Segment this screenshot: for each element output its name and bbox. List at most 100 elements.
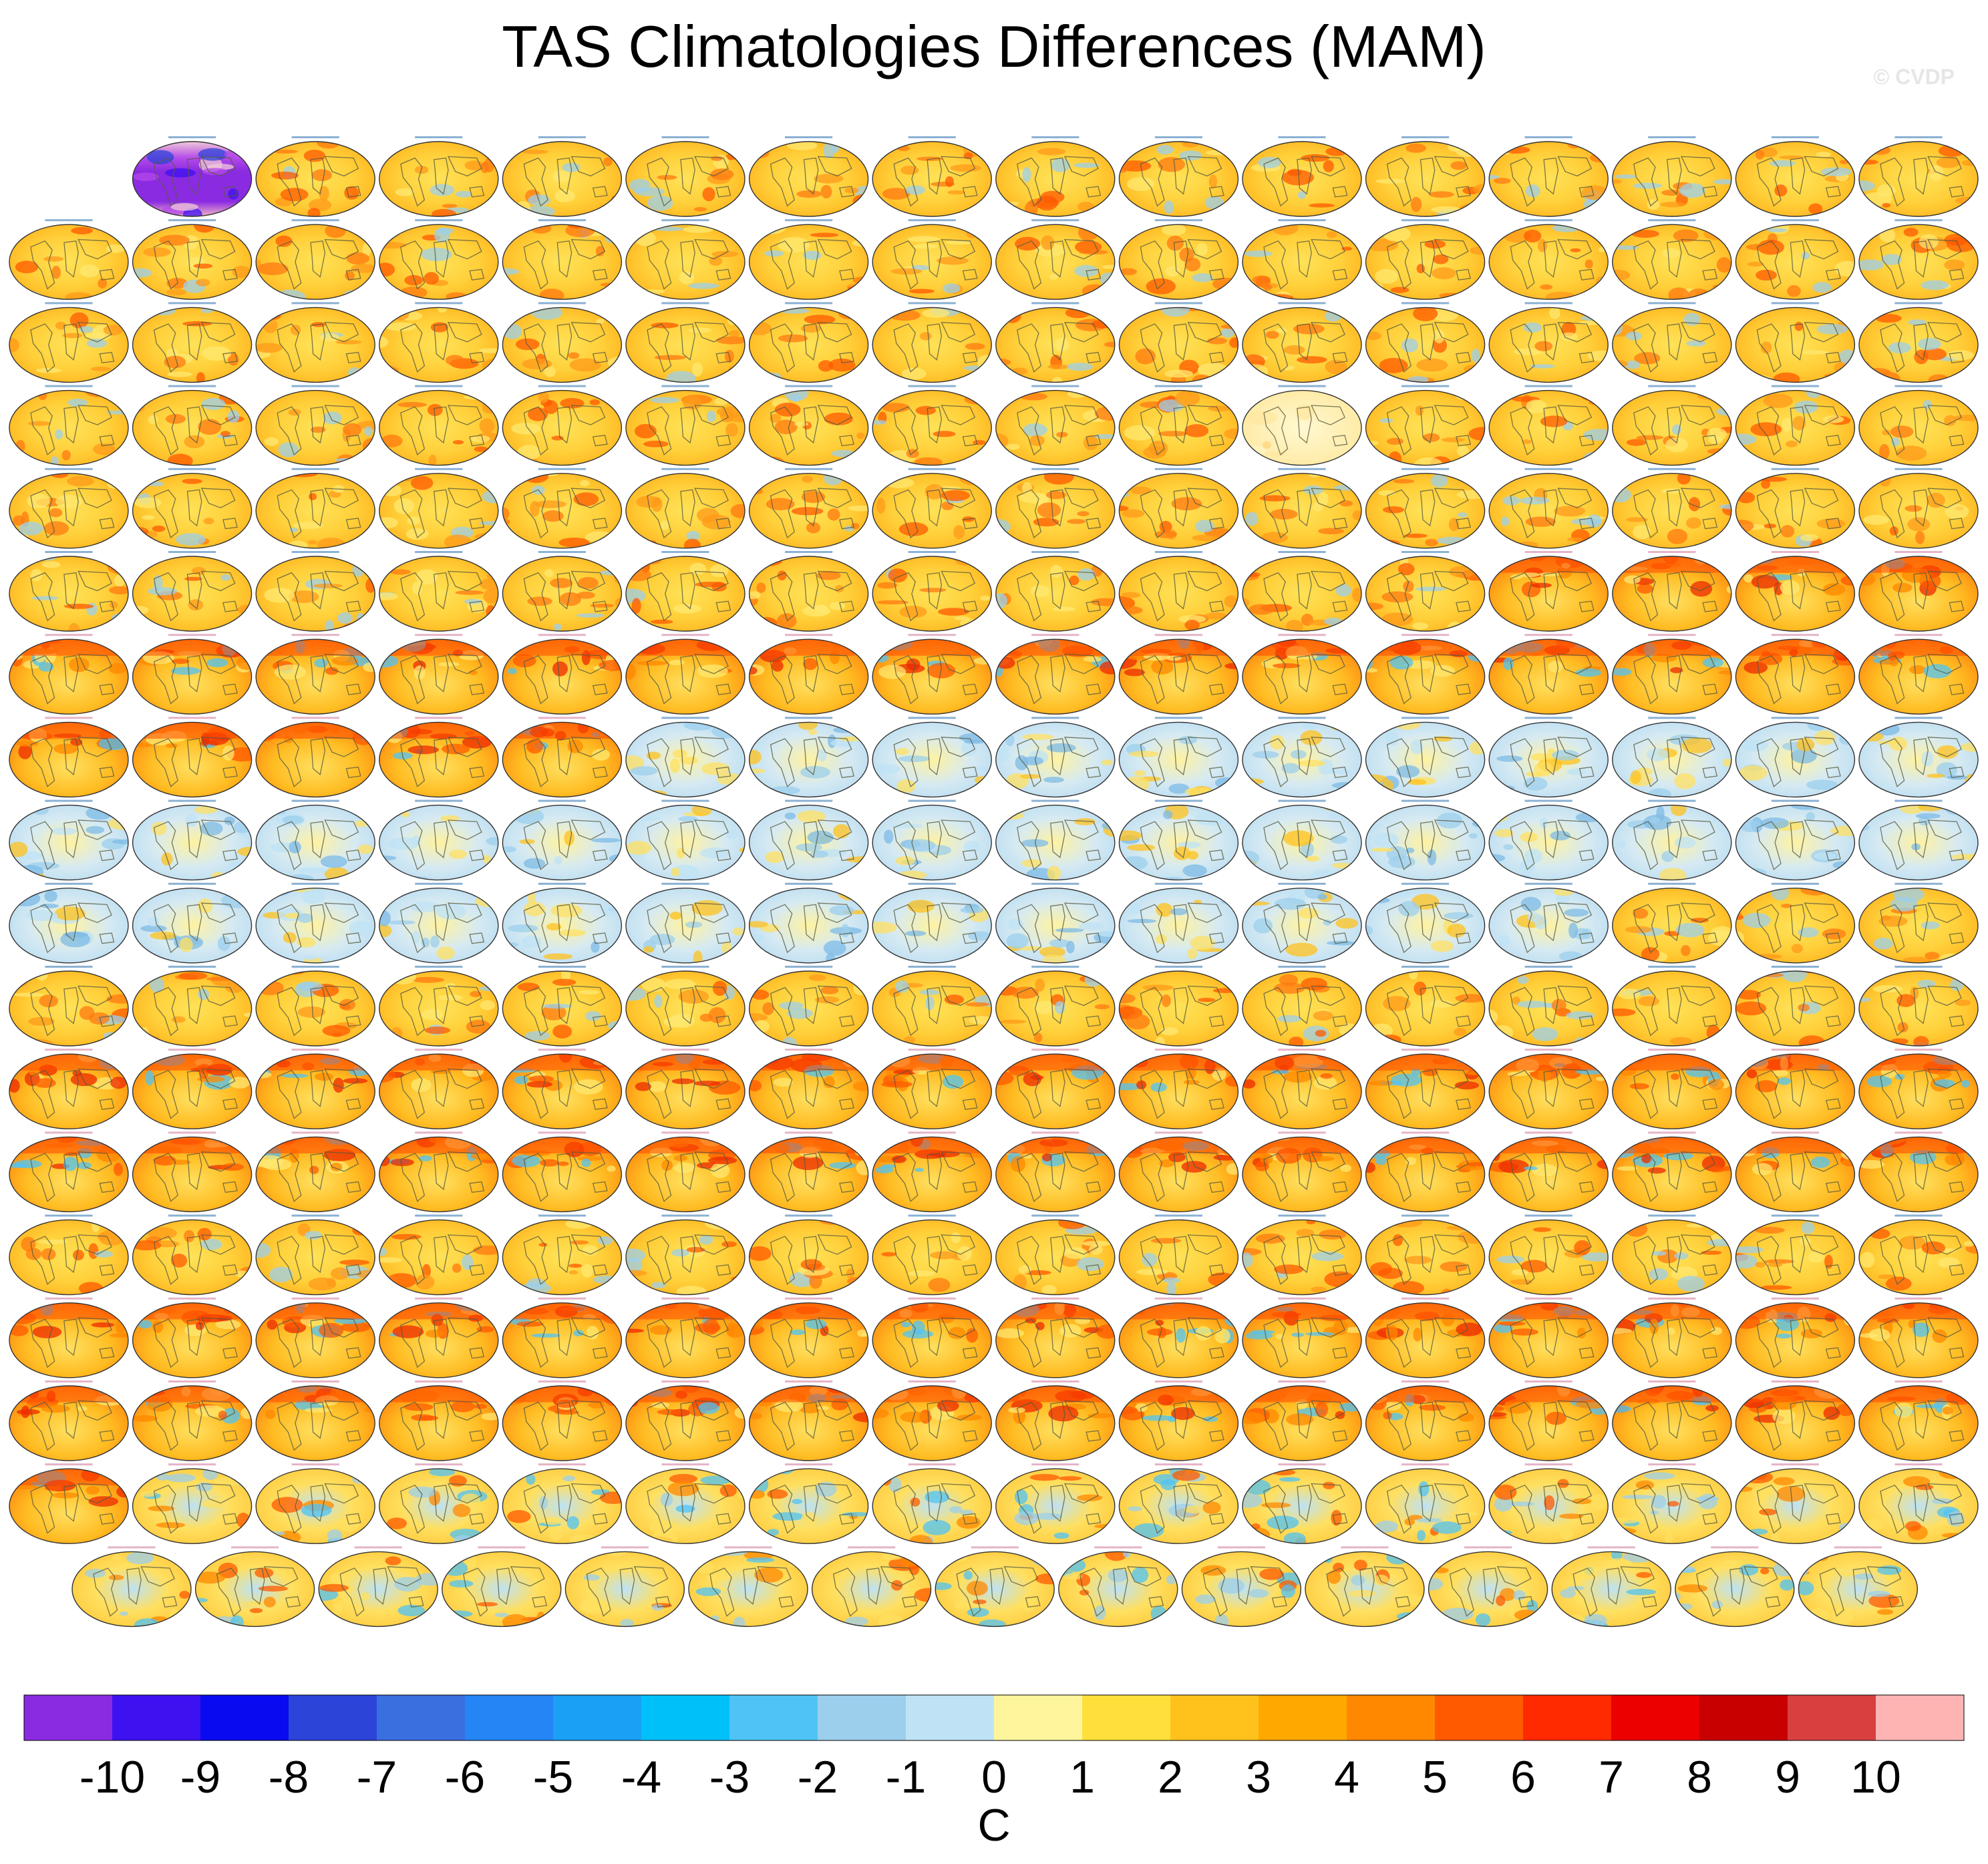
panel-anomaly-patch	[1612, 530, 1623, 542]
map-panel	[625, 882, 746, 964]
panel-coastline	[1510, 986, 1535, 1037]
panel-anomaly-patch	[807, 830, 834, 845]
panel-anomaly-patch	[476, 1326, 494, 1333]
panel-coastline	[277, 738, 302, 787]
panel-caption-mark	[1278, 799, 1326, 802]
panel-anomaly-patch	[1159, 520, 1172, 533]
panel-coastline	[1332, 1015, 1348, 1027]
panel-coastline	[1297, 821, 1312, 859]
panel-anomaly-patch	[725, 423, 738, 437]
panel-anomaly-patch	[98, 737, 128, 751]
panel-anomaly-patch	[304, 1231, 322, 1240]
panel-caption-mark	[1278, 1214, 1326, 1217]
panel-coastline	[30, 323, 55, 373]
panel-coastline	[447, 819, 482, 840]
map-panel	[995, 551, 1116, 632]
panel-anomaly-patch	[1921, 751, 1934, 767]
panel-anomaly-patch	[270, 888, 292, 896]
panel-anomaly-patch	[1807, 722, 1826, 731]
panel-arctic-band	[1735, 1137, 1855, 1154]
panel-coastline	[400, 738, 426, 787]
panel-outline	[748, 888, 869, 964]
panel-coastline	[1063, 985, 1099, 1006]
map-panel	[1488, 634, 1609, 715]
map-panel	[1612, 219, 1732, 300]
map-panel	[1612, 1049, 1732, 1129]
panel-anomaly-patch	[1714, 367, 1729, 373]
panel-coastline	[99, 435, 115, 447]
panel-caption-mark	[415, 551, 463, 553]
panel-anomaly-patch	[511, 1054, 532, 1058]
panel-anomaly-patch	[749, 307, 770, 312]
panel-coastline	[1680, 238, 1715, 260]
panel-coastline	[30, 655, 55, 705]
panel-anomaly-patch	[1119, 1278, 1137, 1283]
panel-anomaly-patch	[960, 907, 984, 914]
panel-anomaly-patch	[1719, 504, 1731, 510]
panel-caption-mark	[45, 302, 93, 305]
panel-anomaly-patch	[631, 224, 655, 228]
panel-anomaly-patch	[1498, 1321, 1526, 1326]
map-panel	[1735, 717, 1856, 798]
map-panel	[1118, 799, 1239, 881]
panel-coastline	[1456, 268, 1472, 281]
panel-anomaly-patch	[607, 308, 622, 319]
panel-caption-mark	[1648, 966, 1696, 968]
panel-arctic-band	[1735, 639, 1855, 656]
panel-anomaly-patch	[1346, 205, 1361, 212]
panel-anomaly-patch	[1792, 416, 1806, 431]
panel-anomaly-patch	[1427, 850, 1437, 866]
panel-anomaly-patch	[1494, 829, 1514, 837]
panel-anomaly-patch	[965, 1302, 986, 1308]
panel-outline	[872, 141, 992, 217]
panel-anomaly-patch	[1620, 805, 1631, 813]
panel-anomaly-patch	[1089, 626, 1112, 630]
panel-outline	[1612, 556, 1732, 632]
panel-anomaly-patch	[657, 175, 677, 180]
map-panel	[995, 385, 1116, 466]
panel-anomaly-patch	[198, 988, 210, 1000]
panel-anomaly-patch	[415, 1274, 435, 1290]
panel-coastline	[1880, 489, 1905, 539]
panel-anomaly-patch	[1778, 1077, 1791, 1085]
panel-anomaly-patch	[9, 976, 28, 988]
panel-anomaly-patch	[379, 242, 407, 249]
panel-anomaly-patch	[1612, 1008, 1636, 1016]
panel-caption-mark	[1031, 882, 1080, 885]
panel-coastline	[715, 518, 731, 530]
panel-caption-mark	[661, 551, 709, 553]
map-panel	[379, 219, 499, 300]
panel-arctic-band	[379, 722, 498, 739]
panel-anomaly-patch	[1365, 805, 1379, 819]
panel-anomaly-patch	[1174, 390, 1200, 407]
panel-caption-mark	[785, 634, 833, 636]
map-panel	[872, 219, 992, 300]
panel-caption-mark	[1524, 551, 1572, 553]
panel-anomaly-patch	[647, 195, 673, 211]
panel-anomaly-patch	[508, 924, 538, 932]
panel-anomaly-patch	[719, 409, 734, 423]
panel-caption-mark	[1648, 882, 1696, 885]
map-panel	[1858, 1049, 1979, 1129]
map-panel	[995, 136, 1116, 217]
panel-coastline	[1297, 406, 1312, 444]
panel-coastline	[1297, 904, 1312, 942]
map-panel	[625, 468, 746, 549]
panel-anomaly-patch	[1505, 875, 1532, 880]
panel-anomaly-patch	[953, 556, 975, 566]
panel-anomaly-patch	[808, 974, 826, 981]
panel-anomaly-patch	[357, 1137, 369, 1144]
panel-anomaly-patch	[256, 343, 283, 353]
map-panel	[995, 219, 1116, 300]
panel-outline	[1858, 307, 1979, 383]
panel-anomaly-patch	[1079, 250, 1108, 255]
map-panel	[1488, 551, 1609, 632]
panel-coastline	[962, 766, 978, 779]
panel-arctic-band	[749, 1137, 868, 1154]
panel-coastline	[1187, 985, 1222, 1006]
map-panel	[1118, 634, 1239, 715]
panel-anomaly-patch	[1443, 912, 1474, 920]
panel-anomaly-patch	[1760, 1285, 1792, 1290]
panel-anomaly-patch	[1133, 556, 1151, 562]
panel-coastline	[1510, 157, 1535, 207]
